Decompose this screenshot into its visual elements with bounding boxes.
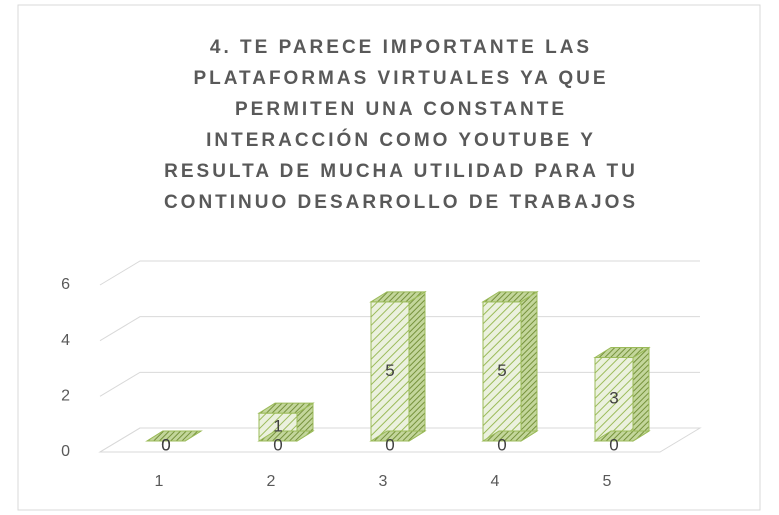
bar-top [257, 402, 315, 414]
bar [593, 346, 651, 442]
bar-top [593, 430, 651, 442]
chart-title: INTERACCIÓN COMO YOUTUBE Y [206, 129, 596, 151]
data-label: 0 [385, 435, 394, 454]
bar [481, 430, 539, 442]
bar [145, 430, 203, 442]
data-label: 3 [609, 389, 618, 408]
x-tick-label: 5 [603, 473, 612, 490]
bar-front [370, 301, 410, 442]
bar-top [369, 430, 427, 442]
bar [369, 290, 427, 442]
y-tick-label: 2 [61, 388, 70, 405]
bar-top [481, 430, 539, 442]
bar-side [632, 346, 650, 442]
bar-side [408, 290, 426, 442]
bar-top [257, 430, 315, 442]
data-label: 0 [497, 435, 506, 454]
x-tick-label: 3 [379, 473, 388, 490]
chart-title: CONTINUO DESARROLLO DE TRABAJOS [164, 192, 638, 213]
bar-top [369, 291, 427, 303]
x-tick-label: 1 [155, 473, 164, 490]
chart-title: 4. TE PARECE IMPORTANTE LAS [210, 37, 592, 58]
bar [257, 430, 315, 442]
bar [481, 290, 539, 442]
data-label: 5 [497, 361, 506, 380]
data-label: 0 [609, 435, 618, 454]
x-tick-label: 4 [491, 473, 500, 490]
bar [593, 430, 651, 442]
data-label: 5 [385, 361, 394, 380]
data-label: 0 [161, 435, 170, 454]
bar [369, 430, 427, 442]
x-tick-label: 2 [267, 473, 276, 490]
chart-title: RESULTA DE MUCHA UTILIDAD PARA TU [164, 161, 638, 182]
chart-title: PERMITEN UNA CONSTANTE [235, 99, 567, 120]
y-tick-label: 0 [61, 443, 70, 460]
bar-top [593, 347, 651, 358]
bar-top [145, 430, 203, 442]
data-label: 1 [273, 417, 282, 436]
data-label: 0 [273, 435, 282, 454]
chart-title: PLATAFORMAS VIRTUALES YA QUE [193, 68, 608, 89]
bar-top [481, 291, 539, 303]
bar-side [520, 290, 538, 442]
data-label: 0 [161, 435, 170, 454]
grid-line [99, 260, 700, 286]
y-tick-label: 4 [61, 332, 70, 349]
y-tick-label: 6 [61, 276, 70, 293]
